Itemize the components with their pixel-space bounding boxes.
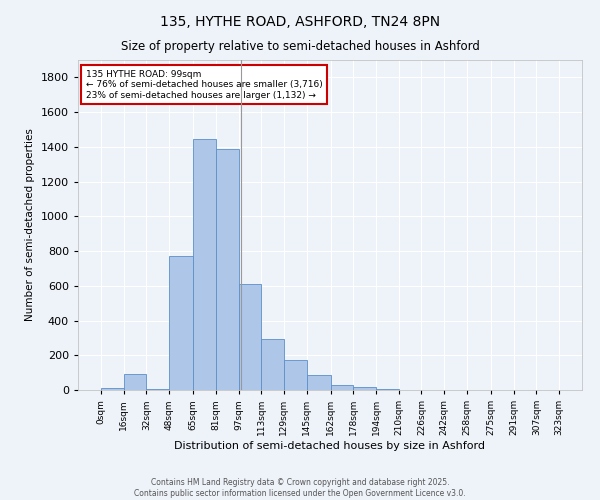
Bar [216, 150, 239, 390]
Bar [261, 339, 284, 390]
Text: 135 HYTHE ROAD: 99sqm
← 76% of semi-detached houses are smaller (3,716)
23% of s: 135 HYTHE ROAD: 99sqm ← 76% of semi-deta… [86, 70, 322, 100]
Bar [193, 139, 216, 390]
Bar [169, 256, 193, 390]
Bar [101, 388, 124, 390]
Bar [124, 374, 146, 390]
Y-axis label: Number of semi-detached properties: Number of semi-detached properties [25, 128, 35, 322]
Bar [376, 389, 399, 390]
Bar [284, 360, 307, 390]
Bar [239, 284, 261, 390]
Bar [146, 389, 169, 390]
Bar [331, 385, 353, 390]
Bar [353, 387, 376, 390]
Text: Contains HM Land Registry data © Crown copyright and database right 2025.
Contai: Contains HM Land Registry data © Crown c… [134, 478, 466, 498]
Bar [307, 375, 331, 390]
Text: Size of property relative to semi-detached houses in Ashford: Size of property relative to semi-detach… [121, 40, 479, 53]
Text: 135, HYTHE ROAD, ASHFORD, TN24 8PN: 135, HYTHE ROAD, ASHFORD, TN24 8PN [160, 15, 440, 29]
X-axis label: Distribution of semi-detached houses by size in Ashford: Distribution of semi-detached houses by … [175, 441, 485, 451]
